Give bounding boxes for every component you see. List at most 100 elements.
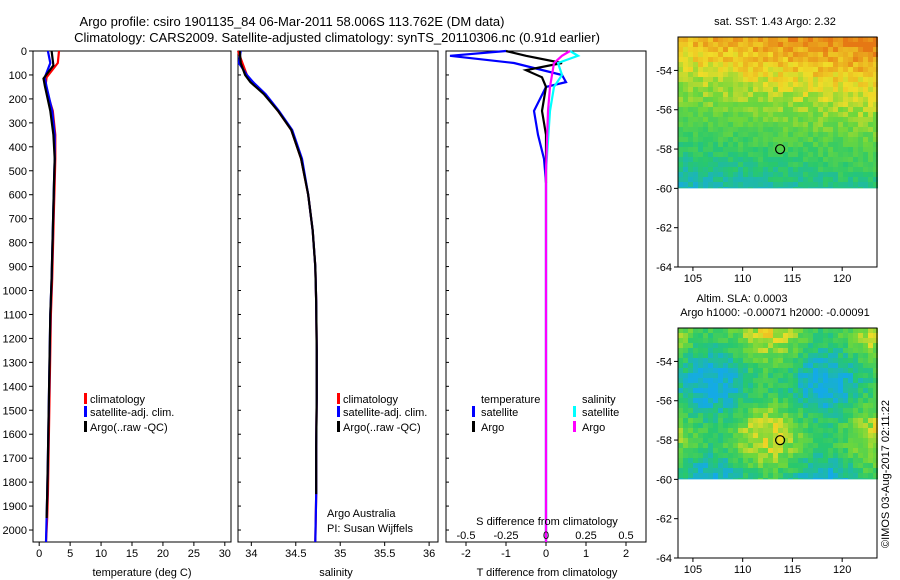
map-cell	[848, 423, 853, 428]
map-cell	[698, 388, 703, 393]
map-cell	[868, 117, 873, 122]
map-cell	[768, 338, 773, 343]
map-cell	[838, 182, 843, 187]
map-cell	[683, 328, 688, 333]
map-cell	[688, 97, 693, 102]
map-cell	[748, 57, 753, 62]
map-cell	[813, 413, 818, 418]
map-cell	[703, 343, 708, 348]
map-cell	[748, 47, 753, 52]
map-cell	[768, 373, 773, 378]
map-cell	[843, 162, 848, 167]
map-cell	[683, 343, 688, 348]
map-cell	[683, 42, 688, 47]
map-cell	[788, 378, 793, 383]
map-cell	[848, 328, 853, 333]
map-cell	[788, 42, 793, 47]
map-cell	[808, 147, 813, 152]
map-cell	[833, 473, 838, 478]
map-cell	[853, 413, 858, 418]
map-cell	[793, 152, 798, 157]
map-cell	[763, 162, 768, 167]
map-cell	[738, 132, 743, 137]
map-cell	[713, 147, 718, 152]
map-cell	[733, 423, 738, 428]
map-cell	[788, 438, 793, 443]
map-cell	[813, 147, 818, 152]
salinity-plot: 34 34.5 35 35.5 36	[236, 50, 435, 560]
map-cell	[733, 122, 738, 127]
map-cell	[818, 348, 823, 353]
map-cell	[728, 112, 733, 117]
map-cell	[703, 473, 708, 478]
map-cell	[793, 67, 798, 72]
argo-float-marker	[775, 435, 786, 446]
map-cell	[713, 383, 718, 388]
map-cell	[823, 117, 828, 122]
map-cell	[813, 152, 818, 157]
map-cell	[698, 478, 703, 480]
map-cell	[793, 62, 798, 67]
map-cell	[758, 122, 763, 127]
map-cell	[738, 142, 743, 147]
map-cell	[718, 117, 723, 122]
map-cell	[858, 82, 863, 87]
map-cell	[778, 162, 783, 167]
map-cell	[858, 458, 863, 463]
map-cell	[703, 172, 708, 177]
map-cell	[678, 403, 683, 408]
map-cell	[838, 52, 843, 57]
map-cell	[833, 378, 838, 383]
map-cell	[708, 468, 713, 473]
map-cell	[733, 348, 738, 353]
map-cell	[803, 398, 808, 403]
map-cell	[793, 368, 798, 373]
map-cell	[758, 473, 763, 478]
map-cell	[698, 157, 703, 162]
map-cell	[748, 42, 753, 47]
map-cell	[683, 378, 688, 383]
map-cell	[843, 57, 848, 62]
map-cell	[848, 122, 853, 127]
map-cell	[728, 418, 733, 423]
map-cell	[753, 478, 758, 480]
map-cell	[678, 368, 683, 373]
map-cell	[778, 182, 783, 187]
map-cell	[778, 378, 783, 383]
map-cell	[768, 172, 773, 177]
map-cell	[768, 102, 773, 107]
map-cell	[733, 177, 738, 182]
map-cell	[843, 187, 848, 189]
map-cell	[723, 378, 728, 383]
map-cell	[718, 448, 723, 453]
map-cell	[753, 348, 758, 353]
map-cell	[873, 338, 878, 343]
map-cell	[738, 428, 743, 433]
map-cell	[873, 152, 878, 157]
map-cell	[818, 393, 823, 398]
map-cell	[768, 97, 773, 102]
map-cell	[773, 388, 778, 393]
map-cell	[723, 343, 728, 348]
map-cell	[703, 132, 708, 137]
map-cell	[758, 67, 763, 72]
map-cell	[688, 453, 693, 458]
map-cell	[728, 47, 733, 52]
map-cell	[853, 102, 858, 107]
map-cell	[693, 127, 698, 132]
map-cell	[798, 428, 803, 433]
map-cell	[688, 413, 693, 418]
map-cell	[753, 358, 758, 363]
map-cell	[683, 132, 688, 137]
map-cell	[838, 137, 843, 142]
map-cell	[683, 363, 688, 368]
map-cell	[873, 433, 878, 438]
map-cell	[728, 423, 733, 428]
map-cell	[723, 142, 728, 147]
map-cell	[733, 328, 738, 333]
map-cell	[768, 37, 773, 42]
map-cell	[813, 77, 818, 82]
map-cell	[763, 423, 768, 428]
map-cell	[803, 127, 808, 132]
map-cell	[773, 358, 778, 363]
